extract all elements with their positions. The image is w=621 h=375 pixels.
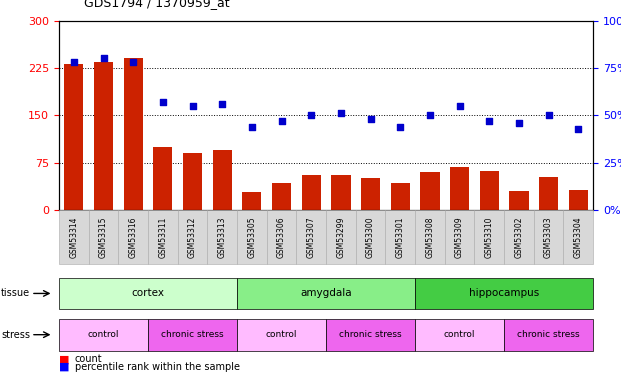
Text: hippocampus: hippocampus (469, 288, 539, 298)
Bar (302, 175, 321, 210)
Text: GSM53305: GSM53305 (247, 216, 256, 258)
Bar (450, 167, 469, 210)
Text: GSM53313: GSM53313 (218, 216, 227, 258)
Point (573, 126, 583, 132)
Text: GDS1794 / 1370959_at: GDS1794 / 1370959_at (84, 0, 230, 9)
Text: chronic stress: chronic stress (161, 330, 224, 339)
Text: ■: ■ (59, 354, 70, 364)
Text: percentile rank within the sample: percentile rank within the sample (75, 362, 240, 372)
Point (336, 110, 346, 116)
Text: chronic stress: chronic stress (517, 330, 580, 339)
Point (188, 103, 197, 109)
Point (158, 99, 168, 105)
Text: GSM53303: GSM53303 (544, 216, 553, 258)
Text: GSM53311: GSM53311 (158, 216, 167, 258)
Text: GSM53307: GSM53307 (307, 216, 315, 258)
Text: GSM53306: GSM53306 (277, 216, 286, 258)
Point (217, 101, 227, 107)
Text: GSM53312: GSM53312 (188, 216, 197, 258)
Bar (479, 171, 499, 210)
Point (276, 118, 286, 124)
Text: GSM53310: GSM53310 (485, 216, 494, 258)
Bar (331, 175, 350, 210)
Text: GSM53299: GSM53299 (337, 216, 345, 258)
Text: GSM53301: GSM53301 (396, 216, 405, 258)
Point (395, 124, 405, 130)
Point (543, 112, 553, 118)
Text: count: count (75, 354, 102, 364)
Point (69, 59, 79, 65)
Text: chronic stress: chronic stress (339, 330, 402, 339)
Text: GSM53316: GSM53316 (129, 216, 138, 258)
Bar (539, 177, 558, 210)
Bar (272, 183, 291, 210)
Bar (94, 62, 113, 210)
Point (366, 116, 376, 122)
Text: control: control (88, 330, 119, 339)
Text: GSM53314: GSM53314 (70, 216, 78, 258)
Text: control: control (266, 330, 297, 339)
Point (514, 120, 524, 126)
Point (484, 118, 494, 124)
Bar (64, 63, 83, 210)
Text: GSM53315: GSM53315 (99, 216, 108, 258)
Bar (153, 147, 173, 210)
Text: amygdala: amygdala (300, 288, 352, 298)
Point (247, 124, 257, 130)
Text: cortex: cortex (132, 288, 165, 298)
Text: GSM53308: GSM53308 (425, 216, 434, 258)
Point (99, 56, 109, 62)
Bar (242, 192, 261, 210)
Point (455, 103, 465, 109)
Bar (124, 58, 143, 210)
Bar (420, 172, 440, 210)
Bar (509, 191, 528, 210)
Text: tissue: tissue (1, 288, 30, 298)
Text: GSM53304: GSM53304 (574, 216, 582, 258)
Point (128, 59, 138, 65)
Text: GSM53300: GSM53300 (366, 216, 375, 258)
Bar (212, 150, 232, 210)
Text: GSM53309: GSM53309 (455, 216, 464, 258)
Bar (391, 183, 410, 210)
Bar (361, 178, 380, 210)
Bar (569, 190, 588, 210)
Text: control: control (444, 330, 475, 339)
Bar (183, 153, 202, 210)
Text: ■: ■ (59, 362, 70, 372)
Text: GSM53302: GSM53302 (514, 216, 524, 258)
Text: stress: stress (1, 330, 30, 340)
Point (425, 112, 435, 118)
Point (306, 112, 316, 118)
